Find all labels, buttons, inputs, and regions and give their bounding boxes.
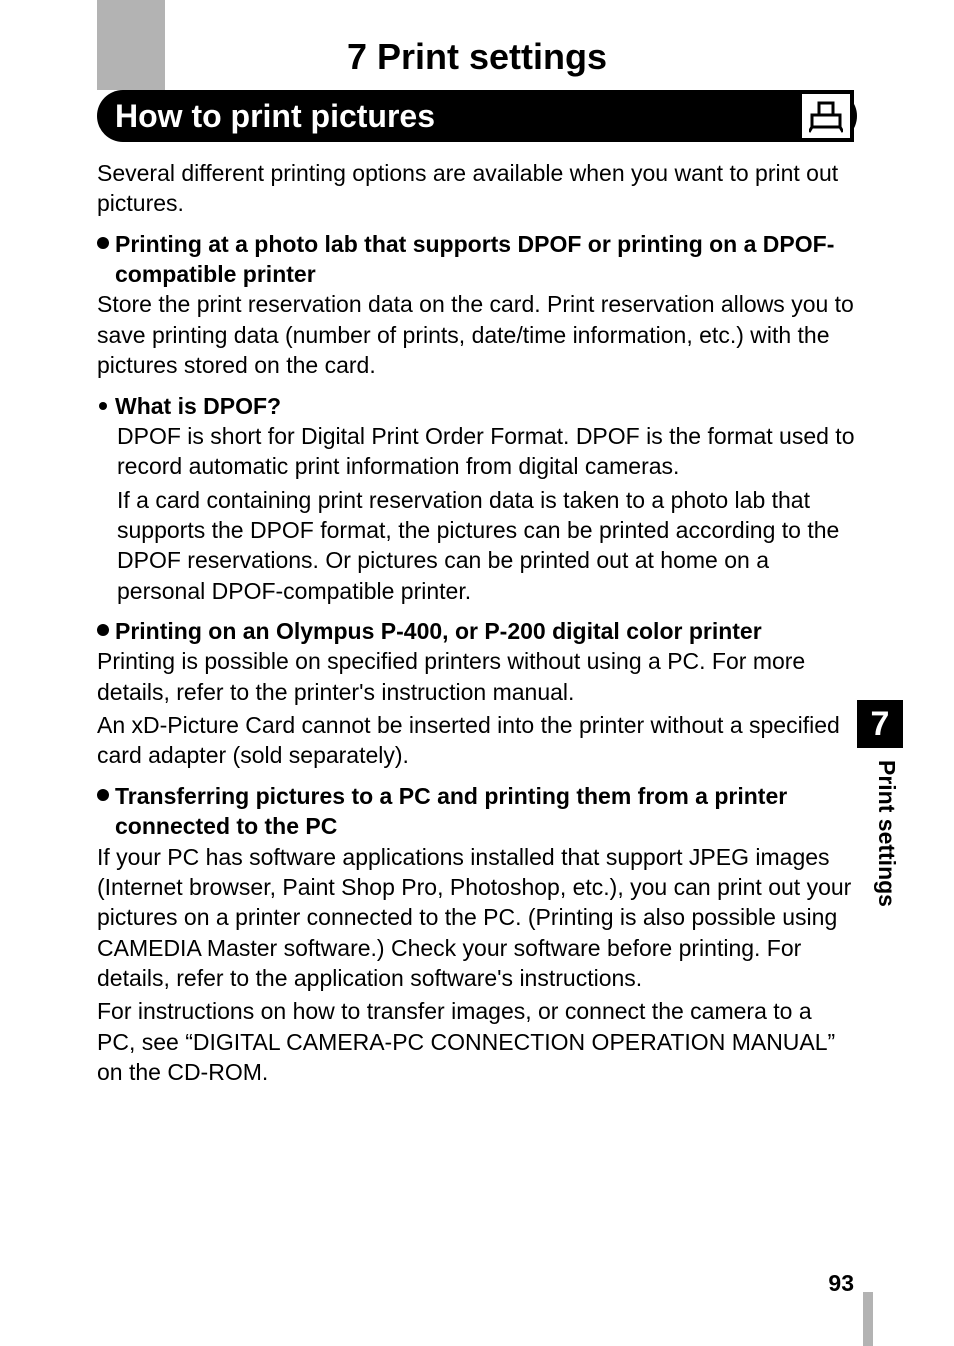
dpof-definition-2: If a card containing print reservation d… [117,485,855,606]
section-header: How to print pictures [97,90,857,142]
bullet-icon [97,789,109,801]
bullet-icon [97,237,109,249]
intro-paragraph: Several different printing options are a… [97,158,855,219]
sub-bullet-what-is-dpof: What is DPOF? [97,391,855,421]
pc-paragraph-2: For instructions on how to transfer imag… [97,996,855,1087]
section-header-text: How to print pictures [115,98,435,135]
bullet-dpof-heading: Printing at a photo lab that supports DP… [115,229,855,290]
bullet-olympus-printer: Printing on an Olympus P-400, or P-200 d… [97,616,855,646]
side-label: Print settings [873,760,900,907]
bullet-dpof-paragraph: Store the print reservation data on the … [97,289,855,380]
bullet-pc-heading: Transferring pictures to a PC and printi… [115,781,855,842]
dpof-definition-1: DPOF is short for Digital Print Order Fo… [117,421,855,482]
bullet-icon [97,624,109,636]
page-number: 93 [828,1270,854,1297]
pc-paragraph-1: If your PC has software applications ins… [97,842,855,994]
print-icon [798,90,854,142]
side-tab-number: 7 [857,700,903,748]
body-content: Several different printing options are a… [97,158,855,1090]
bullet-olympus-heading: Printing on an Olympus P-400, or P-200 d… [115,616,762,646]
footer-gray-bar [863,1292,873,1346]
bullet-pc-transfer: Transferring pictures to a PC and printi… [97,781,855,842]
bullet-dpof: Printing at a photo lab that supports DP… [97,229,855,290]
small-bullet-icon [99,402,107,410]
olympus-paragraph-2: An xD-Picture Card cannot be inserted in… [97,710,855,771]
olympus-paragraph-1: Printing is possible on specified printe… [97,646,855,707]
chapter-title: 7 Print settings [0,36,954,78]
sub-bullet-heading: What is DPOF? [115,391,281,421]
